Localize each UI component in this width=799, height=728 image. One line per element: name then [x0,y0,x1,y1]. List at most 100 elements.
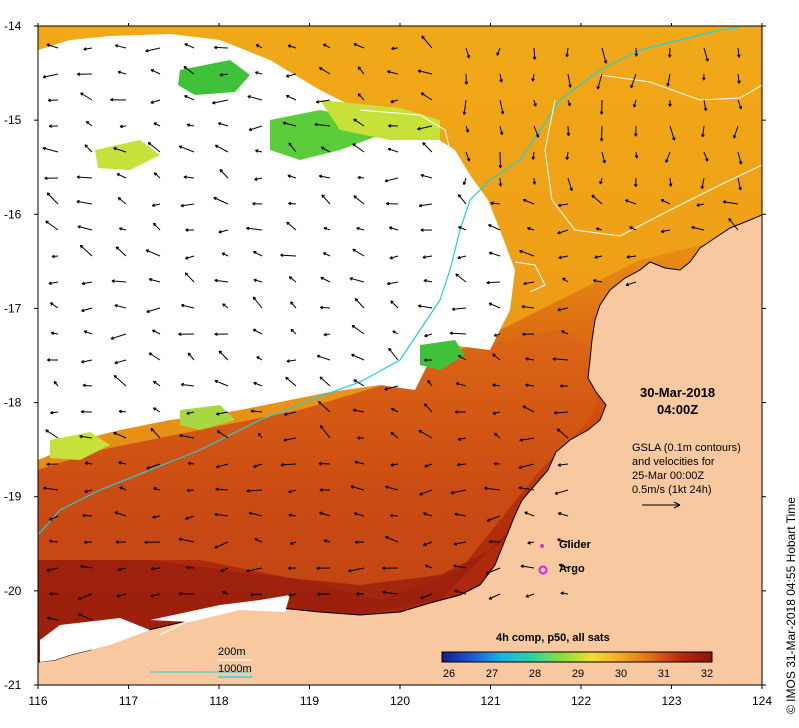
velocity-arrow [46,192,59,205]
velocity-arrow-head [178,592,182,596]
velocity-arrow-head [417,126,421,131]
velocity-arrow-head [153,380,157,385]
velocity-arrow [147,142,161,153]
velocity-arrow-head [560,591,564,595]
velocity-arrow [46,44,59,49]
velocity-arrow-head [84,489,88,493]
velocity-arrow-head [255,149,259,153]
velocity-arrow-head [290,301,294,305]
velocity-arrow-head [183,66,187,70]
velocity-arrow [425,564,433,569]
velocity-arrow-head [423,512,427,516]
velocity-arrow-head [625,199,629,203]
velocity-arrow [557,538,569,543]
velocity-arrow [418,305,433,309]
velocity-arrow-head [213,45,218,50]
velocity-arrow [221,252,229,257]
velocity-arrow-head [47,98,52,103]
velocity-arrow-head [48,281,52,285]
velocity-arrow-head [493,432,498,437]
velocity-arrow-head [388,347,392,352]
velocity-arrow-head [700,185,705,190]
velocity-arrow [287,44,297,49]
velocity-arrow [255,44,263,49]
velocity-arrow [519,250,535,257]
velocity-arrow-head [353,379,357,383]
velocity-arrow-head [116,173,121,177]
velocity-arrow [488,593,501,600]
velocity-arrow [554,411,569,414]
velocity-arrow-head [153,487,157,491]
velocity-arrow-head [490,201,494,206]
velocity-arrow-head [322,252,327,256]
velocity-arrow [287,175,297,179]
velocity-arrow-head [733,135,737,139]
velocity-arrow [114,359,127,364]
velocity-arrow [353,409,365,413]
velocity-arrow [523,199,535,205]
velocity-arrow [556,428,569,439]
lat-tick-label: -19 [4,490,22,504]
velocity-arrow [214,541,229,549]
velocity-arrow [593,279,603,283]
colorbar-tick-label: 30 [614,668,628,680]
orange-band [38,330,610,600]
velocity-arrow [737,177,742,191]
velocity-arrow [116,593,127,597]
velocity-arrow-head [630,84,634,89]
velocity-arrow-head [531,156,536,160]
velocity-arrow-head [50,410,54,415]
velocity-arrow [319,425,331,439]
velocity-arrow [427,379,433,387]
velocity-arrow-head [385,536,389,540]
velocity-arrow [288,593,297,597]
velocity-arrow-head [352,248,356,253]
velocity-arrow [527,227,535,231]
velocity-arrow [601,151,606,164]
velocity-arrow-head [145,249,150,253]
gsla-description: GSLA (0.1m contours) and velocities for … [632,441,741,497]
velocity-arrow-head [356,226,360,231]
velocity-arrow-head [117,567,121,572]
velocity-arrow-head [702,77,706,81]
velocity-arrow [417,70,433,75]
velocity-arrow-head [532,56,537,60]
velocity-arrow-head [353,195,357,199]
velocity-arrow [222,303,229,309]
velocity-arrow [110,333,127,340]
glider-label: Glider [559,539,591,551]
velocity-arrow-head [255,44,260,48]
velocity-arrow-head [78,613,82,617]
velocity-arrow [45,429,59,439]
velocity-arrow [83,330,93,335]
velocity-arrow [492,384,501,387]
velocity-arrow-head [111,279,115,283]
velocity-arrow [453,565,467,569]
velocity-arrow-head [357,175,361,180]
velocity-arrow-head [519,438,523,442]
velocity-arrow [255,71,263,75]
velocity-arrow-head [316,354,321,359]
velocity-arrow [499,99,504,115]
velocity-arrow-head [424,333,428,338]
velocity-arrow-head [116,594,120,598]
velocity-arrow-head [357,66,362,70]
velocity-arrow [76,200,93,205]
velocity-arrow-head [114,44,119,48]
velocity-arrow [316,355,331,361]
velocity-arrow [532,73,535,82]
date-label: 30-Mar-2018 [640,385,716,400]
velocity-arrow-head [527,226,531,231]
velocity-arrow-head [386,281,391,286]
velocity-arrow [48,281,59,285]
velocity-arrow-head [79,244,84,249]
velocity-arrow [319,512,331,517]
velocity-arrow-head [493,461,497,466]
velocity-arrow-head [216,412,220,416]
velocity-arrow [389,255,399,259]
velocity-arrow-head [668,103,672,107]
velocity-arrow-head [599,138,604,142]
velocity-arrow-head [46,43,50,47]
velocity-arrow-head [186,411,190,415]
velocity-arrow-head [705,158,709,162]
